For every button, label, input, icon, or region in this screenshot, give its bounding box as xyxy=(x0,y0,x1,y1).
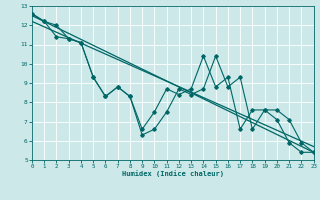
X-axis label: Humidex (Indice chaleur): Humidex (Indice chaleur) xyxy=(122,171,224,177)
